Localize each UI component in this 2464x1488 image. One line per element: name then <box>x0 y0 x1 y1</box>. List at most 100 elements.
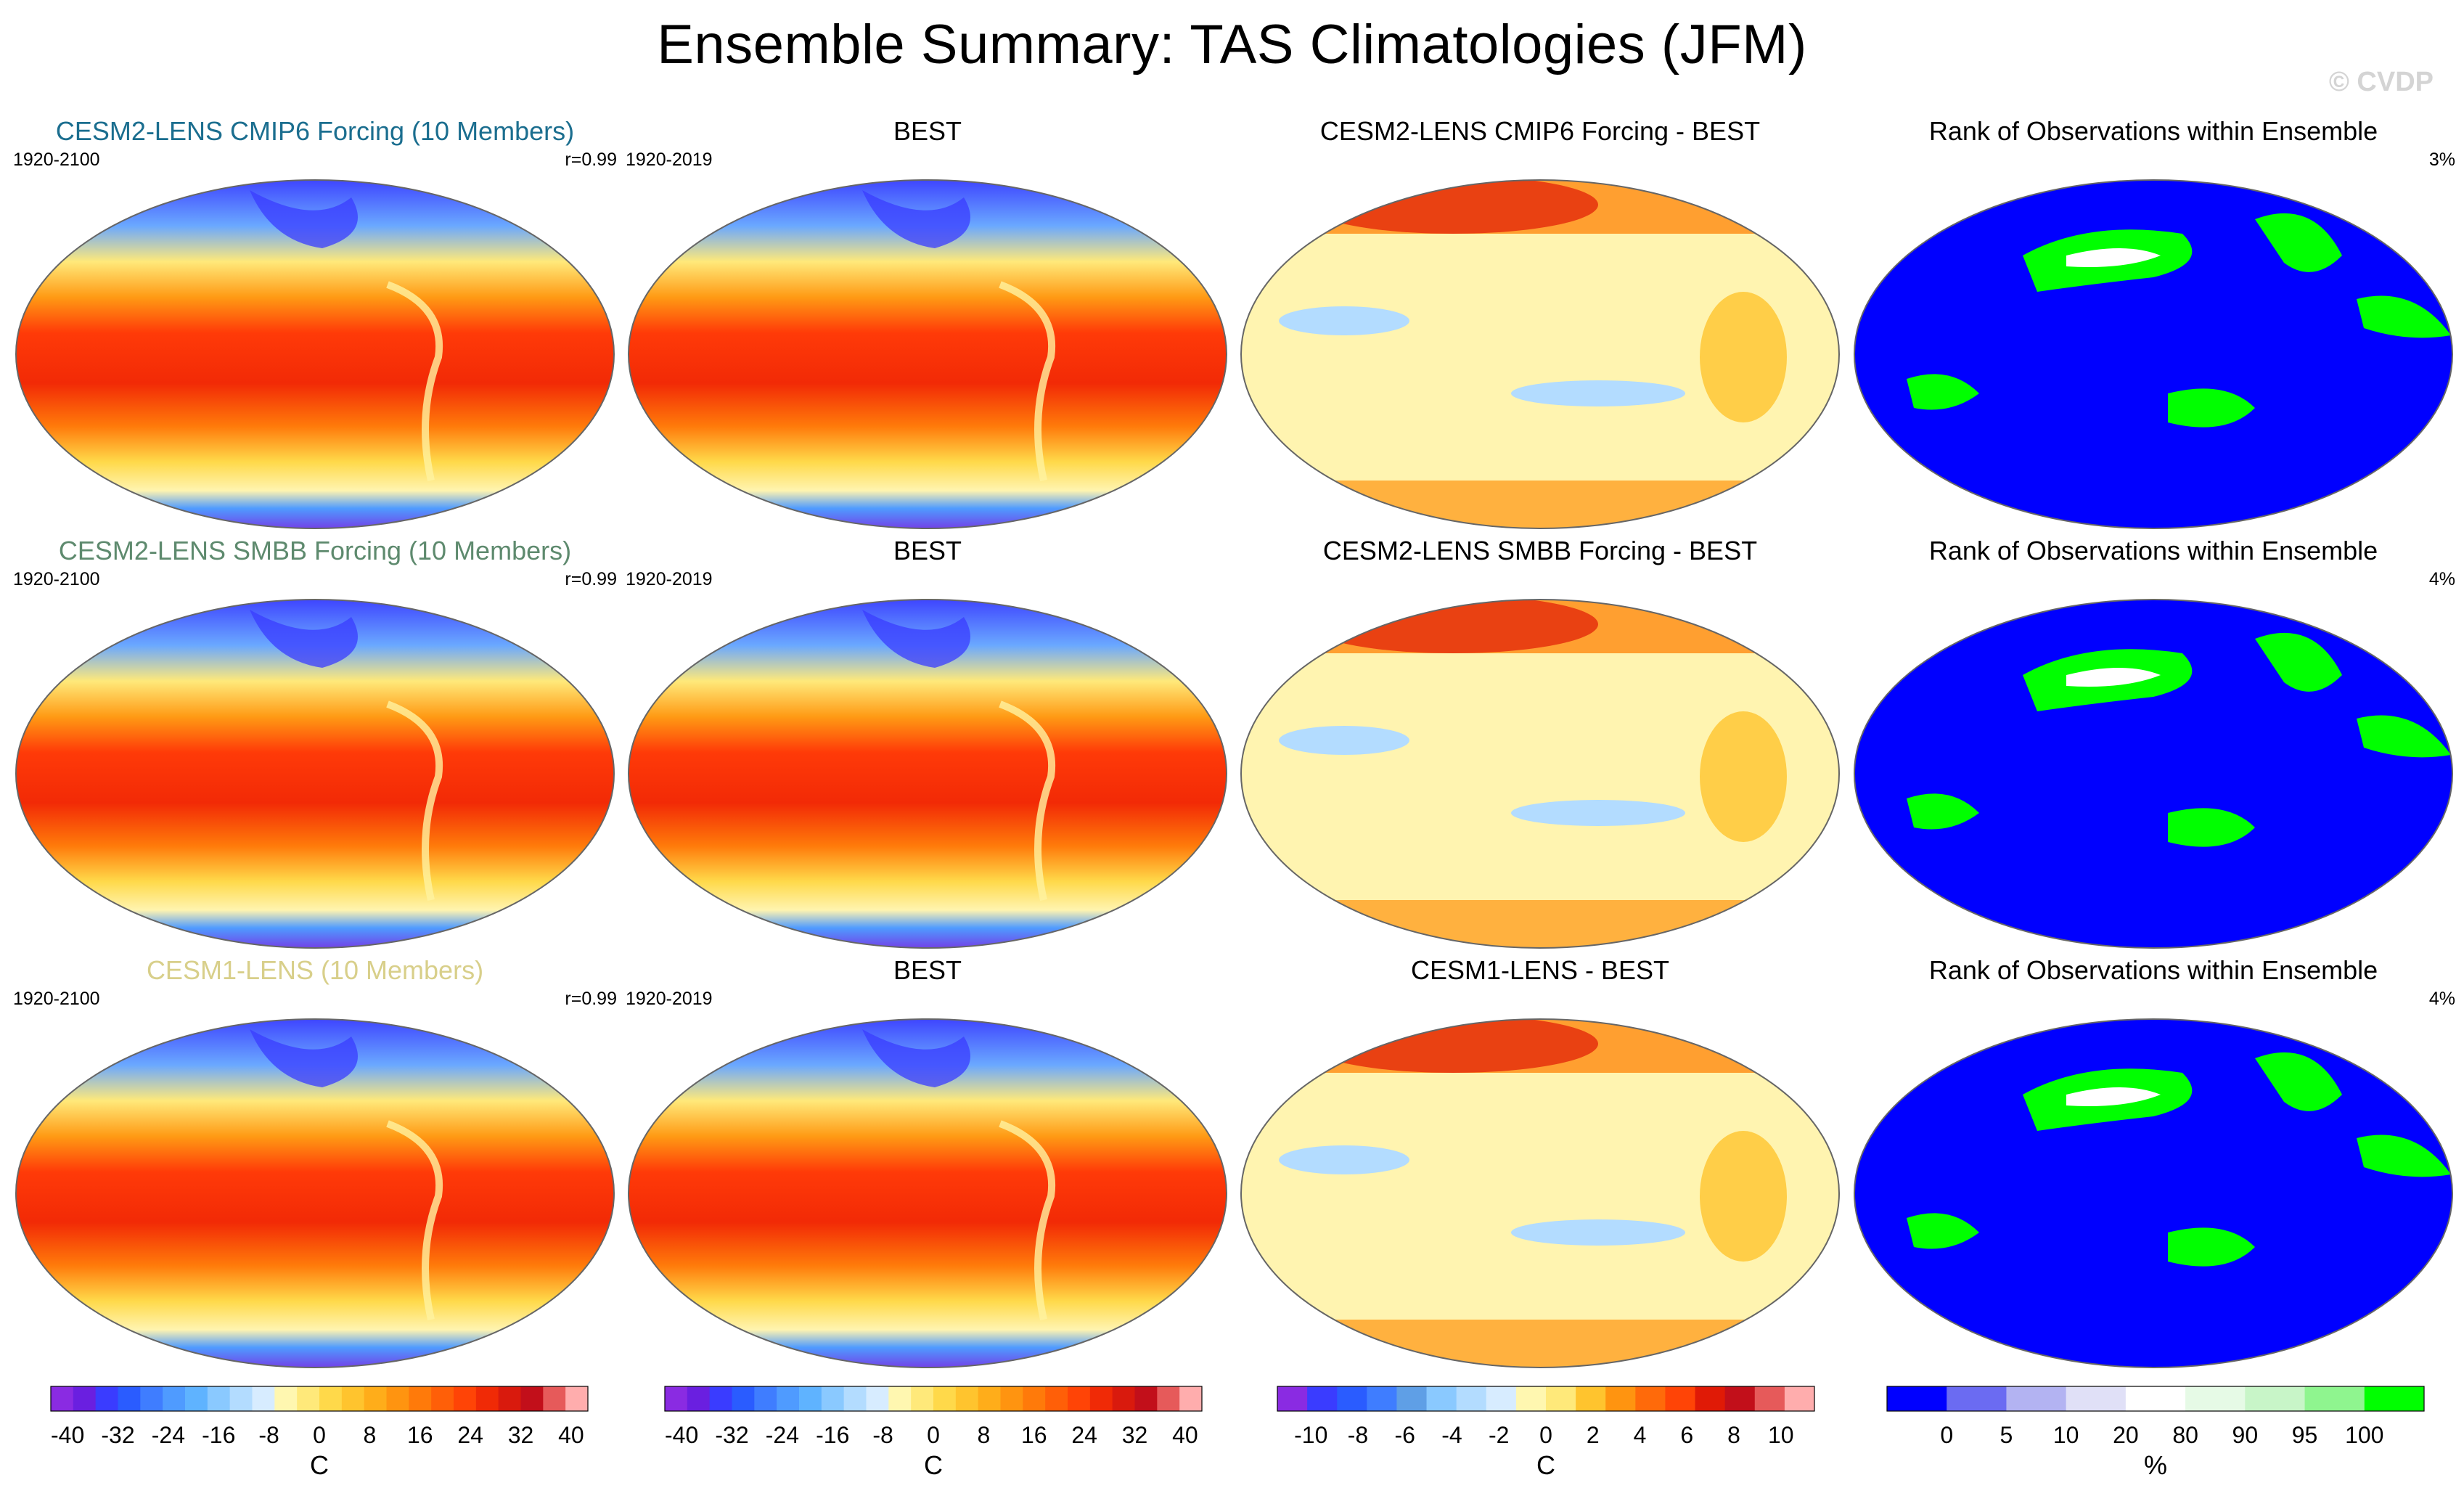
colorbar-tick-label: 0 <box>927 1422 940 1448</box>
colorbar-swatch <box>163 1386 186 1411</box>
world-map <box>1240 599 1840 949</box>
map-panel: Rank of Observations within Ensemble 4% <box>1849 536 2458 953</box>
colorbar-swatch <box>1068 1386 1091 1411</box>
panel-title: BEST <box>893 955 962 985</box>
colorbar-swatch <box>1179 1386 1203 1411</box>
colorbar-swatch <box>2245 1386 2306 1411</box>
colorbar-swatch <box>709 1386 732 1411</box>
colorbar-tick-label: 10 <box>1768 1422 1794 1448</box>
panel-title: CESM1-LENS - BEST <box>1410 955 1670 985</box>
colorbar-swatch <box>2185 1386 2246 1411</box>
colorbar-tick-label: 8 <box>1727 1422 1740 1448</box>
colorbar-swatch <box>955 1386 979 1411</box>
colorbar-swatch <box>1134 1386 1158 1411</box>
colorbar-tick-label: 16 <box>1021 1422 1047 1448</box>
colorbar-tick-label: -32 <box>101 1422 134 1448</box>
colorbar-swatch <box>118 1386 141 1411</box>
colorbar-graphic: -40 -32 -24 -16 -8 0 8 16 24 32 40 <box>50 1386 589 1448</box>
colorbar-swatch <box>2304 1386 2365 1411</box>
colorbar-tick-label: 8 <box>363 1422 376 1448</box>
colorbar-swatch <box>2006 1386 2067 1411</box>
map-panel: Rank of Observations within Ensemble 3% <box>1849 116 2458 534</box>
colorbar-swatch <box>1784 1386 1815 1411</box>
colorbar-swatch <box>73 1386 97 1411</box>
colorbar-swatch <box>207 1386 231 1411</box>
colorbar-swatch <box>1367 1386 1397 1411</box>
colorbar-tick-label: -4 <box>1441 1422 1462 1448</box>
panel-title: CESM2-LENS CMIP6 Forcing - BEST <box>1319 116 1761 146</box>
colorbar-tick-label: 24 <box>1071 1422 1097 1448</box>
colorbar-tick-label: 32 <box>508 1422 534 1448</box>
panel-date-range: 1920-2100 <box>13 150 100 170</box>
colorbar-swatch <box>185 1386 208 1411</box>
colorbar-swatch <box>665 1386 688 1411</box>
colorbar-graphic: -10 -8 -6 -4 -2 0 2 4 6 8 10 <box>1277 1386 1815 1448</box>
panel-title: Rank of Observations within Ensemble <box>1928 955 2378 985</box>
colorbar-tick-label: -32 <box>715 1422 748 1448</box>
colorbar-tick-label: 16 <box>407 1422 433 1448</box>
world-map <box>628 1018 1227 1368</box>
colorbar-tick-label: -8 <box>258 1422 279 1448</box>
world-map <box>1240 1018 1840 1368</box>
colorbar-swatch <box>687 1386 711 1411</box>
map-panel: CESM2-LENS SMBB Forcing - BEST <box>1235 536 1845 953</box>
map-panel: Rank of Observations within Ensemble 4% <box>1849 955 2458 1373</box>
panel-date-range: 1920-2100 <box>13 989 100 1009</box>
colorbar-tick-label: -16 <box>816 1422 849 1448</box>
colorbar-swatch <box>821 1386 845 1411</box>
colorbar-swatch <box>319 1386 343 1411</box>
colorbar-tick-label: -24 <box>152 1422 185 1448</box>
map-panel: BEST 1920-2019 <box>623 955 1232 1373</box>
world-map <box>1854 599 2453 949</box>
panel-date-range: 1920-2019 <box>626 989 713 1009</box>
colorbar-swatch <box>1546 1386 1576 1411</box>
colorbar-tick-label: 32 <box>1122 1422 1148 1448</box>
page-title: Ensemble Summary: TAS Climatologies (JFM… <box>657 14 1807 75</box>
colorbar-swatch <box>409 1386 432 1411</box>
colorbar-swatch <box>1045 1386 1068 1411</box>
colorbar-swatch <box>297 1386 320 1411</box>
colorbar-tick-label: 95 <box>2292 1422 2318 1448</box>
world-map <box>15 599 615 949</box>
panel-title: BEST <box>893 536 962 565</box>
map-panel: CESM2-LENS CMIP6 Forcing (10 Members) 192… <box>10 116 620 534</box>
colorbar-tick-label: -10 <box>1294 1422 1327 1448</box>
colorbar-tick-label: 5 <box>2000 1422 2013 1448</box>
colorbar-graphic: 0 5 10 20 80 90 95 100 <box>1886 1386 2425 1448</box>
colorbar-swatch <box>978 1386 1001 1411</box>
colorbar-swatch <box>911 1386 934 1411</box>
colorbar-tick-label: 40 <box>558 1422 584 1448</box>
map-panel: BEST 1920-2019 <box>623 536 1232 953</box>
colorbar-swatch <box>1635 1386 1666 1411</box>
colorbar-swatch <box>1157 1386 1180 1411</box>
colorbar-swatch <box>543 1386 566 1411</box>
colorbar-tick-label: 0 <box>1940 1422 1953 1448</box>
colorbar-tick-label: -40 <box>665 1422 698 1448</box>
world-map <box>15 179 615 529</box>
colorbar-swatch <box>777 1386 800 1411</box>
colorbar-swatch <box>95 1386 118 1411</box>
colorbar-swatch <box>274 1386 298 1411</box>
colorbar-swatch <box>454 1386 477 1411</box>
colorbar-tick-label: 8 <box>977 1422 990 1448</box>
colorbar-tick-label: 90 <box>2232 1422 2259 1448</box>
colorbar-swatch <box>51 1386 74 1411</box>
map-panel: CESM1-LENS - BEST <box>1235 955 1845 1373</box>
panel-statistic: 3% <box>2428 150 2455 170</box>
panel-statistic: 4% <box>2428 989 2455 1009</box>
colorbar: -10 -8 -6 -4 -2 0 2 4 6 8 10 C <box>1270 1386 1822 1488</box>
colorbar-tick-label: 24 <box>457 1422 483 1448</box>
panel-statistic: r=0.99 <box>565 989 617 1009</box>
colorbar-swatch <box>1515 1386 1547 1411</box>
colorbar-swatch <box>1426 1386 1457 1411</box>
panel-statistic: 4% <box>2428 569 2455 589</box>
colorbar: -40 -32 -24 -16 -8 0 8 16 24 32 40 C <box>44 1386 595 1488</box>
panel-title: Rank of Observations within Ensemble <box>1928 116 2378 146</box>
colorbar-swatch <box>386 1386 409 1411</box>
colorbar-swatch <box>1089 1386 1113 1411</box>
colorbar-tick-label: -6 <box>1395 1422 1415 1448</box>
colorbar-swatch <box>799 1386 822 1411</box>
panel-statistic: r=0.99 <box>565 569 617 589</box>
colorbar-swatch <box>1486 1386 1517 1411</box>
colorbar-swatch <box>1396 1386 1428 1411</box>
